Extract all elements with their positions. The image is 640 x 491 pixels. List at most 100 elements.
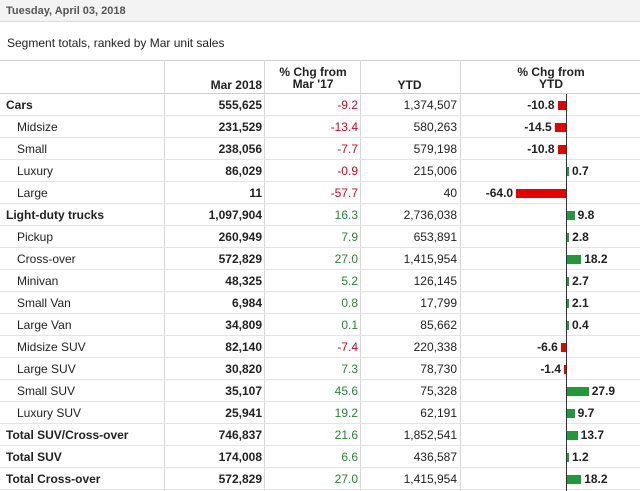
table-row: Luxury 86,029 -0.9 215,006 0.7 (0, 160, 640, 182)
mar-sales: 86,029 (225, 164, 262, 178)
ytd-change-bar (516, 189, 566, 198)
ytd-change-bar (567, 475, 582, 484)
segment-name: Small SUV (17, 384, 76, 398)
segment-name: Luxury (17, 164, 54, 178)
table-row: Pickup 260,949 7.9 653,891 2.8 (0, 226, 640, 248)
segment-name: Large (17, 186, 48, 200)
segment-name: Total SUV (6, 450, 62, 464)
pct-change-mar: 27.0 (334, 252, 358, 266)
mar-sales: 1,097,904 (208, 208, 262, 222)
column-divider (460, 60, 461, 491)
ytd-change-bar (567, 321, 569, 330)
segment-name: Total SUV/Cross-over (6, 428, 129, 442)
table-row: Light-duty trucks 1,097,904 16.3 2,736,038 9… (0, 204, 640, 226)
ytd-change-label: -10.8 (527, 98, 555, 112)
ytd-change-label: 2.7 (572, 274, 589, 288)
table-row: Large Van 34,809 0.1 85,662 0.4 (0, 314, 640, 336)
mar-sales: 6,984 (231, 296, 262, 310)
table-row: Total SUV 174,008 6.6 436,587 1.2 (0, 446, 640, 468)
ytd-sales: 220,338 (413, 340, 457, 354)
ytd-change-label: 27.9 (591, 384, 616, 398)
ytd-change-bar (557, 145, 566, 154)
table-header: Mar 2018 % Chg from Mar '17 YTD % Chg fr… (0, 60, 640, 94)
pct-change-mar: 5.2 (341, 274, 358, 288)
pct-change-mar: -7.7 (337, 142, 358, 156)
mar-sales: 572,829 (218, 252, 262, 266)
mar-sales: 572,829 (218, 472, 262, 486)
ytd-change-label: -6.6 (537, 340, 558, 354)
ytd-change-label: -14.5 (524, 120, 552, 134)
ytd-change-bar (567, 299, 569, 308)
header-ytdchg-line1: % Chg from (517, 65, 585, 79)
ytd-sales: 653,891 (413, 230, 457, 244)
pct-change-mar: -7.4 (337, 340, 358, 354)
segment-name: Minivan (17, 274, 59, 288)
ytd-sales: 1,852,541 (403, 428, 457, 442)
ytd-change-bar (564, 365, 566, 374)
mar-sales: 48,325 (225, 274, 262, 288)
date-bar: Tuesday, April 03, 2018 (0, 0, 640, 22)
mar-sales: 231,529 (218, 120, 262, 134)
mar-sales: 82,140 (225, 340, 262, 354)
ytd-sales: 126,145 (413, 274, 457, 288)
table-row: Midsize SUV 82,140 -7.4 220,338 -6.6 (0, 336, 640, 358)
pct-change-mar: -9.2 (337, 98, 358, 112)
mar-sales: 746,837 (218, 428, 262, 442)
ytd-change-bar (554, 123, 566, 132)
ytd-sales: 2,736,038 (403, 208, 457, 222)
ytd-change-label: 13.7 (580, 428, 605, 442)
segment-name: Small (17, 142, 48, 156)
ytd-change-bar (557, 101, 566, 110)
ytd-change-label: 9.7 (577, 406, 595, 420)
ytd-change-label: 2.1 (572, 296, 589, 310)
ytd-change-label: -64.0 (485, 186, 514, 200)
ytd-change-label: -10.8 (527, 142, 555, 156)
segment-name: Light-duty trucks (6, 208, 104, 222)
mar-sales: 25,941 (225, 406, 262, 420)
ytd-change-bar (567, 167, 569, 176)
table-row: Small SUV 35,107 45.6 75,328 27.9 (0, 380, 640, 402)
segment-name: Cars (6, 98, 33, 112)
ytd-chart-zero-axis (566, 94, 567, 491)
ytd-sales: 1,415,954 (403, 472, 457, 486)
ytd-change-label: 0.7 (572, 164, 589, 178)
ytd-change-label: 18.2 (584, 252, 608, 266)
mar-sales: 11 (249, 186, 262, 200)
ytd-change-label: 2.8 (572, 230, 589, 244)
header-chg-line2: Mar '17 (292, 77, 334, 91)
ytd-change-bar (567, 431, 578, 440)
ytd-change-label: 1.2 (572, 450, 589, 464)
ytd-sales: 579,198 (413, 142, 457, 156)
segment-name: Midsize SUV (17, 340, 86, 354)
column-divider (360, 60, 361, 491)
pct-change-mar: 27.0 (334, 472, 358, 486)
mar-sales: 238,056 (218, 142, 262, 156)
ytd-change-bar (567, 409, 575, 418)
mar-sales: 35,107 (225, 384, 262, 398)
header-chg-line1: % Chg from (279, 65, 347, 79)
header-ytd: YTD (397, 78, 422, 92)
pct-change-mar: 45.6 (334, 384, 358, 398)
header-mar: Mar 2018 (210, 78, 262, 92)
segment-name: Large SUV (17, 362, 76, 376)
report-subtitle: Segment totals, ranked by Mar unit sales (7, 36, 225, 50)
table-row: Minivan 48,325 5.2 126,145 2.7 (0, 270, 640, 292)
ytd-change-bar (567, 387, 589, 396)
mar-sales: 174,008 (218, 450, 262, 464)
segment-name: Small Van (17, 296, 71, 310)
pct-change-mar: 0.1 (341, 318, 358, 332)
table-row: Small Van 6,984 0.8 17,799 2.1 (0, 292, 640, 314)
mar-sales: 260,949 (218, 230, 262, 244)
pct-change-mar: 0.8 (341, 296, 358, 310)
ytd-change-bar (567, 277, 570, 286)
table-row: Small 238,056 -7.7 579,198 -10.8 (0, 138, 640, 160)
pct-change-mar: -13.4 (330, 120, 358, 134)
ytd-sales: 1,374,507 (403, 98, 457, 112)
ytd-sales: 78,730 (420, 362, 457, 376)
ytd-sales: 75,328 (420, 384, 457, 398)
mar-sales: 30,820 (225, 362, 262, 376)
pct-change-mar: 6.6 (341, 450, 358, 464)
table-row: Total Cross-over 572,829 27.0 1,415,954 18.2 (0, 468, 640, 490)
segment-name: Large Van (17, 318, 72, 332)
segment-name: Total Cross-over (6, 472, 101, 486)
